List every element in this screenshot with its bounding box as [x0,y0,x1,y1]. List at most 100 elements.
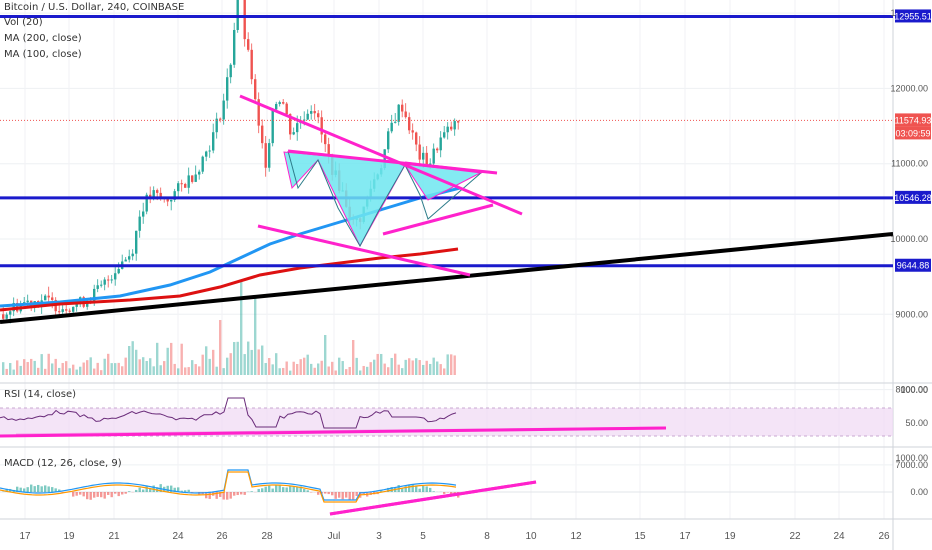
candle-body [58,311,61,313]
volume-bar [121,366,124,375]
macd-histogram-bar [222,492,225,500]
candle-body [278,102,281,105]
candle-body [285,103,288,115]
candle-body [303,119,306,121]
ma100-line [0,186,461,308]
volume-bar [397,364,400,375]
last-price-badge-text: 11574.93 [895,115,932,125]
last-price-badge [895,113,931,127]
volume-bar [296,363,299,375]
pattern-outline [287,150,483,248]
macd-histogram-bar [292,486,295,492]
legend-ma200[interactable]: MA (200, close) [4,33,82,44]
candle-body [446,126,449,133]
candle-body [96,285,99,289]
volume-bar [334,370,337,375]
volume-bar [89,357,92,375]
candle-body [5,314,8,319]
support2-level-badge [895,258,931,272]
candle-body [457,121,460,123]
candle-body [222,100,225,120]
volume-bar [149,358,152,375]
rsi-trendline [0,426,667,438]
macd-histogram-bar [422,485,425,492]
volume-bar [142,357,145,375]
macd-histogram-bar [243,492,246,495]
candle-body [243,0,246,40]
candle-body [292,132,295,135]
macd-histogram-bar [219,492,222,497]
macd-histogram-bar [233,492,236,496]
candle-body [422,152,425,160]
volume-bar [114,363,117,375]
volume-bar [44,368,47,375]
volume-bar [282,367,285,375]
volume-bar [100,370,103,375]
macd-histogram-bar [86,492,89,500]
candle-body [138,216,141,231]
time-tick-label: 24 [172,531,184,542]
volume-bar [177,368,180,375]
macd-histogram-bar [271,488,274,492]
candle-body [296,123,299,133]
macd-histogram-bar [184,490,187,492]
candle-body [404,111,407,118]
volume-bar [310,363,313,375]
volume-bar [369,362,372,375]
candle-body [128,256,131,260]
volume-bar [359,370,362,375]
macd-histogram-bar [390,487,393,492]
macd-histogram-bar [75,492,78,496]
candle-body [275,104,278,110]
time-tick-label: 19 [724,531,736,542]
candle-body [418,144,421,160]
macd-histogram-bar [443,492,446,494]
pattern-trendline [257,224,471,277]
volume-bar [331,361,334,375]
volume-bar [117,362,120,375]
volume-bar [345,369,348,375]
candle-body [156,190,159,193]
volume-bar [47,353,50,375]
candle-body [432,148,435,164]
volume-bar [226,357,229,375]
macd-histogram-bar [278,485,281,492]
volume-bar [2,362,5,375]
macd-histogram-bar [327,492,330,495]
time-tick-label: 12 [570,531,582,542]
candle-body [75,303,78,307]
time-tick-label: 8 [484,531,490,542]
macd-histogram-bar [82,492,85,497]
candle-body [170,199,173,202]
volume-bar [54,358,57,375]
candle-body [194,174,197,182]
time-tick-label: 17 [679,531,691,542]
time-tick-label: 19 [63,531,75,542]
volume-bar [229,353,232,375]
macd-histogram-bar [40,486,43,492]
volume-bar [212,349,215,375]
legend-ma100[interactable]: MA (100, close) [4,49,82,60]
candle-body [173,191,176,200]
legend-volume[interactable]: Vol (20) [4,17,43,28]
volume-bar [327,366,330,375]
volume-bar [429,363,432,375]
volume-bar [306,354,309,375]
candle-body [219,118,222,120]
macd-histogram-bar [429,487,432,492]
candle-body [110,279,113,281]
volume-bar [37,367,40,375]
macd-tick-label: 0.00 [910,487,928,497]
candle-body [65,309,68,311]
macd-histogram-bar [96,492,99,497]
macd-histogram-bar [107,492,110,495]
volume-bar [432,357,435,375]
macd-histogram-bar [54,488,57,492]
volume-bar [187,367,190,375]
rsi-title[interactable]: RSI (14, close) [4,389,77,400]
candle-body [166,198,169,202]
macd-title[interactable]: MACD (12, 26, close, 9) [4,458,122,469]
candle-body [114,273,117,280]
